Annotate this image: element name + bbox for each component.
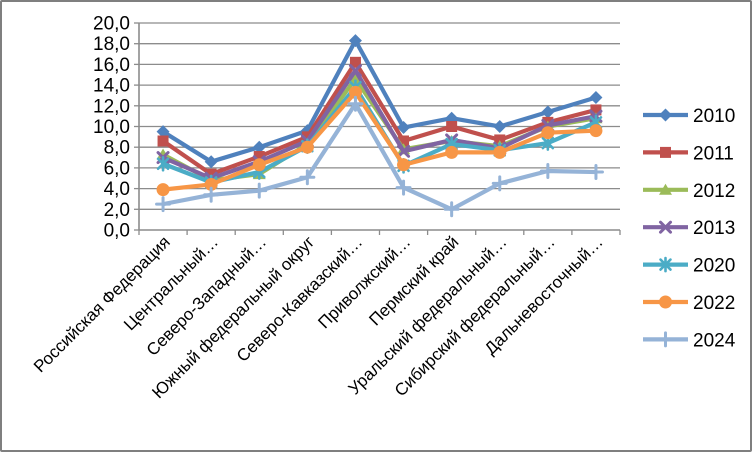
square-marker	[301, 131, 313, 143]
legend: 2010 2011 2012 2013 2020 2022 2024	[643, 106, 736, 351]
series-line	[160, 38, 599, 164]
plus-marker	[203, 186, 220, 203]
circle-marker	[348, 85, 362, 99]
legend-label: 2020	[693, 256, 735, 277]
circle-marker	[445, 145, 459, 159]
diamond-marker	[541, 105, 555, 119]
square-marker	[660, 146, 671, 158]
plus-marker	[539, 163, 556, 180]
y-tick-label: 2,0	[104, 200, 130, 221]
legend-entry-2013: 2013	[643, 218, 735, 239]
circle-marker	[659, 295, 672, 309]
y-tick-label: 8,0	[104, 138, 130, 159]
y-tick-label: 4,0	[104, 179, 130, 200]
y-tick-label: 16,0	[93, 55, 130, 76]
legend-entry-2020: 2020	[643, 256, 735, 277]
x-marker	[659, 220, 672, 234]
triangle-marker	[348, 72, 362, 84]
diamond-marker	[493, 120, 507, 133]
square-marker	[494, 134, 506, 146]
legend-entry-2012: 2012	[643, 181, 735, 202]
circle-marker	[156, 183, 170, 197]
square-marker	[446, 121, 458, 132]
series-line	[160, 101, 599, 212]
triangle-marker	[659, 183, 672, 195]
plus-marker	[491, 175, 508, 192]
series-2011	[157, 56, 602, 180]
y-tick-label: 14,0	[93, 76, 130, 97]
plus-marker	[347, 95, 364, 112]
diamond-marker	[589, 91, 603, 105]
plus-marker	[299, 169, 316, 186]
square-marker	[349, 56, 361, 68]
series-line	[160, 68, 599, 181]
circle-marker	[252, 158, 266, 172]
plus-marker	[251, 182, 268, 199]
square-marker	[205, 168, 217, 180]
legend-label: 2013	[693, 218, 735, 239]
series-line	[160, 90, 599, 192]
y-axis-labels: 20,018,016,014,012,010,08,06,04,02,00,0	[93, 14, 130, 242]
asterisk-marker	[659, 256, 672, 273]
circle-marker	[493, 145, 507, 159]
legend-label: 2010	[693, 106, 735, 127]
legend-entry-2022: 2022	[643, 293, 735, 314]
y-tick-label: 0,0	[104, 221, 130, 242]
circle-marker	[397, 158, 411, 172]
asterisk-marker	[156, 155, 170, 172]
legend-label: 2011	[693, 143, 734, 164]
y-tick-label: 10,0	[93, 117, 130, 138]
y-tick-label: 6,0	[104, 158, 130, 179]
y-tick-label: 18,0	[93, 34, 130, 55]
plus-marker	[443, 201, 460, 218]
legend-entry-2010: 2010	[643, 106, 735, 127]
axes	[134, 22, 621, 235]
circle-marker	[589, 124, 603, 138]
x-axis-labels: Российская ФедерацияЦентральный…Северо-З…	[30, 232, 607, 402]
series-2022	[156, 85, 603, 197]
diamond-marker	[156, 125, 170, 139]
x-marker	[348, 64, 362, 78]
y-tick-label: 12,0	[93, 96, 130, 117]
legend-label: 2024	[693, 330, 736, 351]
diamond-marker	[659, 108, 672, 122]
legend-label: 2022	[693, 293, 735, 314]
circle-marker	[204, 177, 218, 191]
legend-label: 2012	[693, 181, 735, 202]
circle-marker	[541, 126, 555, 140]
series-line	[160, 60, 599, 177]
plus-marker	[155, 196, 172, 213]
legend-entry-2011: 2011	[643, 143, 734, 164]
y-tick-label: 20,0	[93, 14, 130, 35]
diamond-marker	[397, 121, 411, 135]
series-2024	[155, 95, 604, 218]
x-marker	[397, 144, 411, 158]
diamond-marker	[348, 34, 362, 48]
diamond-marker	[252, 140, 266, 154]
square-marker	[590, 104, 602, 116]
square-marker	[157, 135, 169, 147]
plus-marker	[395, 179, 412, 196]
plus-marker	[587, 164, 604, 181]
legend-entry-2024: 2024	[643, 330, 736, 351]
diamond-marker	[204, 155, 218, 169]
series-2010	[156, 34, 603, 169]
plus-marker	[657, 331, 674, 348]
square-marker	[398, 135, 410, 147]
circle-marker	[300, 140, 314, 154]
square-marker	[253, 151, 265, 163]
